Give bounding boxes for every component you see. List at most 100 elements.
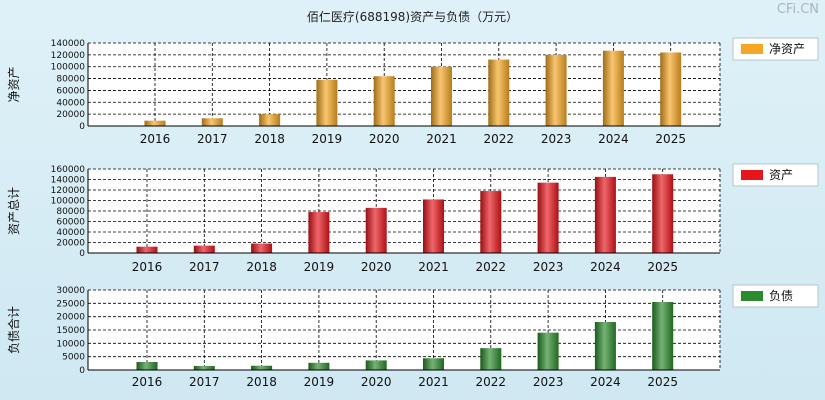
bar-2020 xyxy=(373,76,395,126)
x-tick-label: 2020 xyxy=(361,375,392,389)
x-tick-label: 2022 xyxy=(476,375,507,389)
x-tick-label: 2017 xyxy=(189,260,220,274)
x-tick-label: 2017 xyxy=(197,132,228,146)
x-tick-label: 2018 xyxy=(246,375,277,389)
bar-2018 xyxy=(259,114,281,126)
bar-2022 xyxy=(488,59,510,126)
x-tick-label: 2025 xyxy=(647,260,678,274)
x-tick-label: 2025 xyxy=(655,132,686,146)
bar-2023 xyxy=(545,54,567,126)
x-tick-label: 2016 xyxy=(132,375,163,389)
legend-box xyxy=(732,163,819,187)
y-tick-label: 25000 xyxy=(56,299,85,309)
x-tick-label: 2021 xyxy=(418,375,449,389)
bar-2025 xyxy=(652,174,674,253)
y-tick-label: 10000 xyxy=(56,339,85,349)
bar-2017 xyxy=(193,245,215,253)
bar-2024 xyxy=(594,322,616,370)
bar-2021 xyxy=(431,66,452,126)
bar-2023 xyxy=(537,332,559,370)
bar-2019 xyxy=(316,79,338,126)
y-tick-label: 160000 xyxy=(51,165,86,175)
x-tick-label: 2020 xyxy=(369,132,400,146)
x-tick-label: 2019 xyxy=(304,260,335,274)
bar-2020 xyxy=(365,207,387,253)
y-axis-title: 资产总计 xyxy=(7,187,21,235)
y-tick-label: 60000 xyxy=(56,86,85,96)
y-tick-label: 20000 xyxy=(56,239,85,249)
x-tick-label: 2018 xyxy=(246,260,277,274)
x-tick-label: 2024 xyxy=(598,132,629,146)
x-tick-label: 2019 xyxy=(304,375,335,389)
bar-2017 xyxy=(193,366,215,370)
bar-2016 xyxy=(144,120,166,126)
x-tick-label: 2023 xyxy=(541,132,572,146)
watermark-logo: CFi.CN xyxy=(776,2,819,17)
bar-2022 xyxy=(480,348,502,370)
bar-2017 xyxy=(201,118,223,126)
y-tick-label: 40000 xyxy=(56,228,85,238)
y-tick-label: 120000 xyxy=(51,186,86,196)
legend-swatch xyxy=(741,291,763,301)
y-tick-label: 140000 xyxy=(51,39,86,49)
bar-2021 xyxy=(423,199,444,253)
y-tick-label: 0 xyxy=(79,366,85,376)
bar-2018 xyxy=(251,243,273,253)
y-tick-label: 40000 xyxy=(56,98,85,108)
legend-box xyxy=(732,37,819,61)
x-tick-label: 2021 xyxy=(418,260,449,274)
y-tick-label: 140000 xyxy=(51,176,86,186)
bar-2025 xyxy=(660,52,682,126)
y-tick-label: 30000 xyxy=(56,286,85,296)
x-tick-label: 2022 xyxy=(476,260,507,274)
y-tick-label: 100000 xyxy=(51,197,86,207)
x-tick-label: 2017 xyxy=(189,375,220,389)
x-tick-label: 2019 xyxy=(312,132,343,146)
x-tick-label: 2018 xyxy=(254,132,285,146)
legend-label: 净资产 xyxy=(769,42,805,56)
y-tick-label: 60000 xyxy=(56,218,85,228)
x-tick-label: 2025 xyxy=(647,375,678,389)
legend-swatch xyxy=(741,170,763,180)
y-tick-label: 15000 xyxy=(56,326,85,336)
legend: 资产 xyxy=(732,163,819,187)
legend-box xyxy=(732,284,819,308)
bar-2016 xyxy=(136,246,158,253)
bar-2022 xyxy=(480,191,502,253)
bar-2019 xyxy=(308,362,330,370)
y-tick-label: 0 xyxy=(79,122,85,132)
bar-2021 xyxy=(423,358,444,370)
x-tick-label: 2023 xyxy=(533,260,564,274)
y-tick-label: 80000 xyxy=(56,207,85,217)
x-tick-label: 2021 xyxy=(426,132,457,146)
plot-background xyxy=(88,43,720,126)
y-tick-label: 20000 xyxy=(56,110,85,120)
legend: 净资产 xyxy=(732,37,819,61)
bar-2020 xyxy=(365,360,387,370)
x-tick-label: 2020 xyxy=(361,260,392,274)
x-tick-label: 2016 xyxy=(140,132,171,146)
bar-2019 xyxy=(308,212,330,253)
bar-2024 xyxy=(602,50,624,127)
x-tick-label: 2022 xyxy=(484,132,515,146)
y-axis-title: 净资产 xyxy=(7,66,21,102)
bar-2016 xyxy=(136,362,158,370)
y-tick-label: 100000 xyxy=(51,63,86,73)
legend-label: 资产 xyxy=(769,168,793,182)
x-tick-label: 2023 xyxy=(533,375,564,389)
x-tick-label: 2024 xyxy=(590,260,621,274)
bar-2024 xyxy=(594,176,616,253)
y-tick-label: 20000 xyxy=(56,313,85,323)
y-tick-label: 0 xyxy=(79,249,85,259)
y-axis-title: 负债合计 xyxy=(6,306,21,354)
bar-2025 xyxy=(652,302,674,370)
x-tick-label: 2016 xyxy=(132,260,163,274)
chart-title: 佰仁医疗(688198)资产与负债（万元） xyxy=(306,10,519,24)
bar-2023 xyxy=(537,182,559,253)
legend-label: 负债 xyxy=(769,289,793,303)
bar-2018 xyxy=(251,365,273,370)
y-tick-label: 5000 xyxy=(62,353,85,363)
y-tick-label: 80000 xyxy=(56,75,85,85)
legend: 负债 xyxy=(732,284,819,308)
